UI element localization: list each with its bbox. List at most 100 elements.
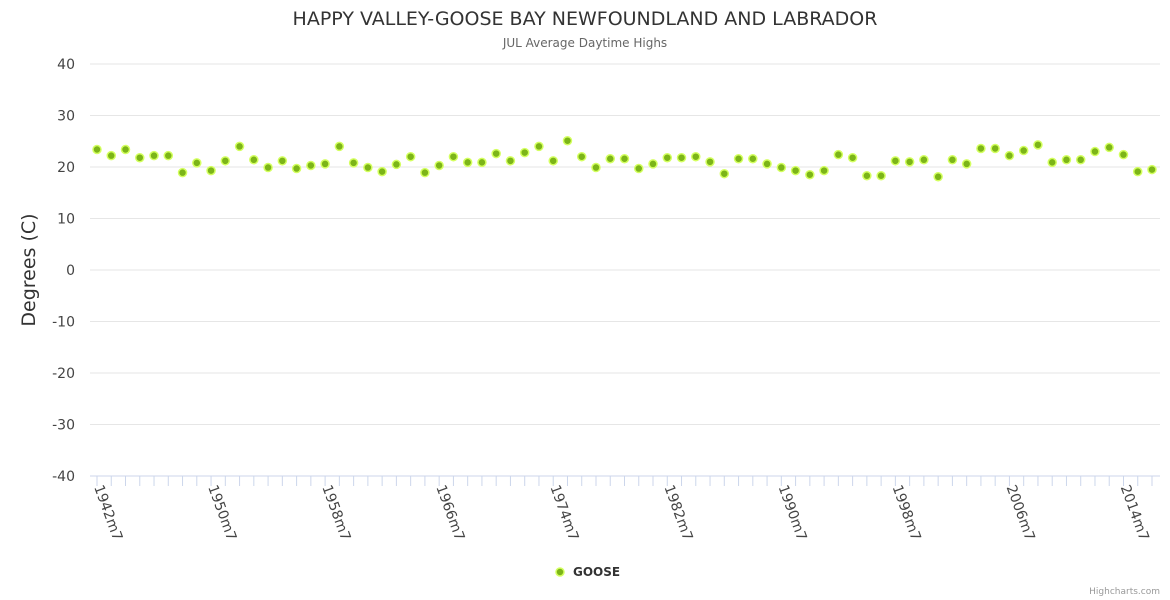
data-point[interactable] <box>676 152 687 163</box>
data-point[interactable] <box>933 172 943 182</box>
data-point[interactable] <box>733 154 744 164</box>
data-point[interactable] <box>976 143 986 154</box>
x-tick-label: 1974m7 <box>546 483 581 543</box>
data-point[interactable] <box>348 158 359 168</box>
data-point[interactable] <box>548 156 558 166</box>
x-axis-ticks: 1942m7 1950m7 1958m7 1966m7 1974m7 1982m7 1990… <box>90 476 1153 543</box>
data-point[interactable] <box>662 152 673 163</box>
data-point[interactable] <box>705 157 715 167</box>
data-point[interactable] <box>448 151 459 162</box>
legend[interactable]: GOOSE <box>555 565 620 579</box>
data-point[interactable] <box>505 156 516 166</box>
data-point[interactable] <box>1090 146 1100 157</box>
series-goose <box>92 135 1157 182</box>
y-tick-label: -10 <box>52 315 75 331</box>
data-point[interactable] <box>562 135 573 146</box>
data-point[interactable] <box>291 163 302 174</box>
credits-link[interactable]: Highcharts.com <box>1089 587 1160 597</box>
data-point[interactable] <box>363 162 373 173</box>
data-point[interactable] <box>805 169 815 180</box>
data-point[interactable] <box>691 151 701 162</box>
data-point[interactable] <box>92 144 102 155</box>
data-point[interactable] <box>135 152 145 163</box>
legend-item-goose[interactable]: GOOSE <box>573 565 620 579</box>
data-point[interactable] <box>748 154 758 164</box>
data-point[interactable] <box>192 158 202 168</box>
data-point[interactable] <box>1004 150 1015 161</box>
data-point[interactable] <box>306 160 316 171</box>
data-point[interactable] <box>534 141 544 152</box>
y-tick-label: 0 <box>66 263 75 279</box>
y-tick-label: 10 <box>57 212 75 228</box>
data-point[interactable] <box>106 150 117 161</box>
data-point[interactable] <box>377 166 387 177</box>
data-point[interactable] <box>120 144 131 155</box>
y-tick-label: 20 <box>57 160 75 176</box>
data-point[interactable] <box>177 167 188 178</box>
data-point[interactable] <box>434 160 444 171</box>
data-point[interactable] <box>1018 145 1029 156</box>
data-point[interactable] <box>1132 166 1143 177</box>
chart-title: HAPPY VALLEY-GOOSE BAY NEWFOUNDLAND AND … <box>293 8 878 30</box>
data-point[interactable] <box>1104 142 1114 153</box>
x-tick-label: 2006m7 <box>1003 483 1038 543</box>
data-point[interactable] <box>904 157 915 167</box>
data-point[interactable] <box>1033 140 1043 150</box>
data-point[interactable] <box>890 156 901 166</box>
data-point[interactable] <box>1118 149 1129 160</box>
data-point[interactable] <box>619 154 630 164</box>
data-point[interactable] <box>634 163 644 174</box>
data-point[interactable] <box>1075 155 1086 165</box>
x-tick-label: 1942m7 <box>90 483 125 543</box>
legend-marker-icon <box>555 567 565 577</box>
data-point[interactable] <box>391 159 402 170</box>
data-point[interactable] <box>648 159 658 169</box>
data-point[interactable] <box>1047 157 1057 168</box>
data-point[interactable] <box>990 143 1000 154</box>
data-point[interactable] <box>847 152 858 163</box>
data-point[interactable] <box>1147 164 1157 175</box>
x-tick-label: 1950m7 <box>204 483 239 543</box>
data-point[interactable] <box>762 159 772 169</box>
data-point[interactable] <box>220 156 231 166</box>
y-tick-label: -40 <box>52 469 75 485</box>
data-point[interactable] <box>334 141 345 152</box>
data-point[interactable] <box>206 165 216 176</box>
chart-subtitle: JUL Average Daytime Highs <box>502 36 667 50</box>
data-point[interactable] <box>961 159 972 169</box>
data-point[interactable] <box>163 150 174 161</box>
data-point[interactable] <box>462 157 473 168</box>
data-point[interactable] <box>519 147 530 158</box>
data-point[interactable] <box>149 150 159 161</box>
data-point[interactable] <box>876 171 886 181</box>
data-point[interactable] <box>249 155 259 165</box>
data-point[interactable] <box>862 171 872 181</box>
x-tick-label: 1966m7 <box>432 483 467 543</box>
data-point[interactable] <box>833 149 844 160</box>
y-axis-title: Degrees (C) <box>18 213 40 326</box>
data-point[interactable] <box>591 162 601 173</box>
data-point[interactable] <box>477 157 487 168</box>
data-point[interactable] <box>576 151 587 162</box>
data-point[interactable] <box>947 155 958 165</box>
y-tick-label: -20 <box>52 366 75 382</box>
data-point[interactable] <box>277 156 288 166</box>
data-point[interactable] <box>1061 155 1072 165</box>
y-tick-label: 30 <box>57 109 75 125</box>
x-tick-label: 1990m7 <box>775 483 810 543</box>
data-point[interactable] <box>420 167 430 178</box>
x-tick-label: 1982m7 <box>661 483 696 543</box>
data-point[interactable] <box>320 159 330 169</box>
x-tick-label: 1998m7 <box>889 483 924 543</box>
data-point[interactable] <box>719 168 730 179</box>
data-point[interactable] <box>605 154 615 164</box>
data-point[interactable] <box>234 141 245 152</box>
data-point[interactable] <box>776 162 787 173</box>
data-point[interactable] <box>263 162 273 173</box>
data-point[interactable] <box>491 148 501 159</box>
data-point[interactable] <box>919 155 929 165</box>
data-point[interactable] <box>819 165 829 176</box>
data-point[interactable] <box>405 151 416 162</box>
data-point[interactable] <box>790 165 801 176</box>
